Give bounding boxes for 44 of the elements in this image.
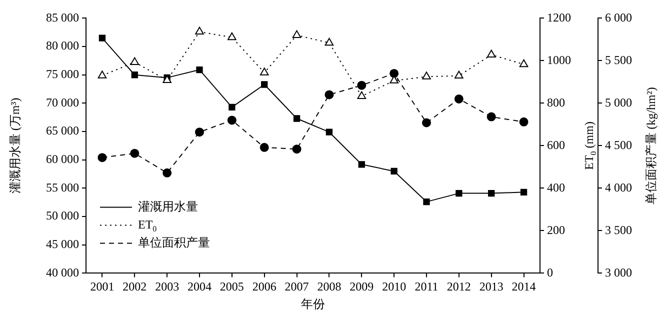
y3-tick-label: 3 000: [605, 265, 632, 280]
x-tick-label: 2007: [284, 280, 309, 294]
y-tick-label: 50 000: [46, 208, 79, 223]
x-tick-label: 2009: [350, 280, 374, 294]
x-tick-label: 2003: [155, 280, 180, 294]
x-axis-title: 年份: [301, 296, 325, 311]
y-tick-label: 85 000: [46, 10, 79, 24]
x-tick-label: 2012: [446, 280, 471, 294]
y2-tick-label: 0: [547, 265, 553, 280]
y2-tick-label: 400: [547, 180, 565, 194]
y-tick-label: 65 000: [46, 124, 79, 138]
y2-tick-label: 200: [547, 222, 565, 237]
y3-tick-label: 5 000: [605, 95, 632, 110]
x-tick-label: 2008: [317, 280, 342, 294]
y-tick-label: 75 000: [46, 67, 79, 82]
x-tick-label: 2010: [382, 280, 406, 294]
y-axis-title: 灌溉用水量 (万m³): [8, 98, 22, 194]
y3-axis-title: 单位面积产量 (kg/hm²): [644, 87, 658, 204]
y-tick-label: 80 000: [46, 38, 79, 53]
legend-label: 单位面积产量: [138, 235, 210, 250]
y3-tick-label: 6 000: [605, 10, 632, 24]
x-tick-label: 2014: [512, 280, 536, 294]
y2-tick-label: 600: [547, 138, 565, 152]
y-tick-label: 70 000: [46, 95, 79, 110]
x-tick-label: 2004: [188, 280, 212, 294]
legend-label: 灌溉用水量: [138, 199, 198, 214]
y3-tick-label: 4 000: [605, 180, 632, 194]
y3-tick-label: 4 500: [605, 138, 632, 152]
x-tick-label: 2001: [90, 280, 114, 294]
x-tick-label: 2002: [122, 280, 147, 294]
y3-tick-label: 3 500: [605, 222, 632, 237]
y3-tick-label: 5 500: [605, 52, 632, 67]
x-tick-label: 2005: [220, 280, 244, 294]
x-tick-label: 2006: [252, 280, 276, 294]
y2-axis-title: ET0 (mm): [582, 122, 598, 170]
x-tick-label: 2011: [414, 280, 438, 294]
y-tick-label: 45 000: [46, 237, 79, 252]
y-tick-label: 40 000: [46, 265, 79, 280]
y2-tick-label: 800: [547, 95, 565, 110]
x-tick-label: 2013: [479, 280, 504, 294]
y-tick-label: 55 000: [46, 180, 79, 194]
y2-tick-label: 1000: [547, 52, 571, 67]
y-tick-label: 60 000: [46, 152, 79, 166]
y2-tick-label: 1200: [547, 10, 571, 24]
